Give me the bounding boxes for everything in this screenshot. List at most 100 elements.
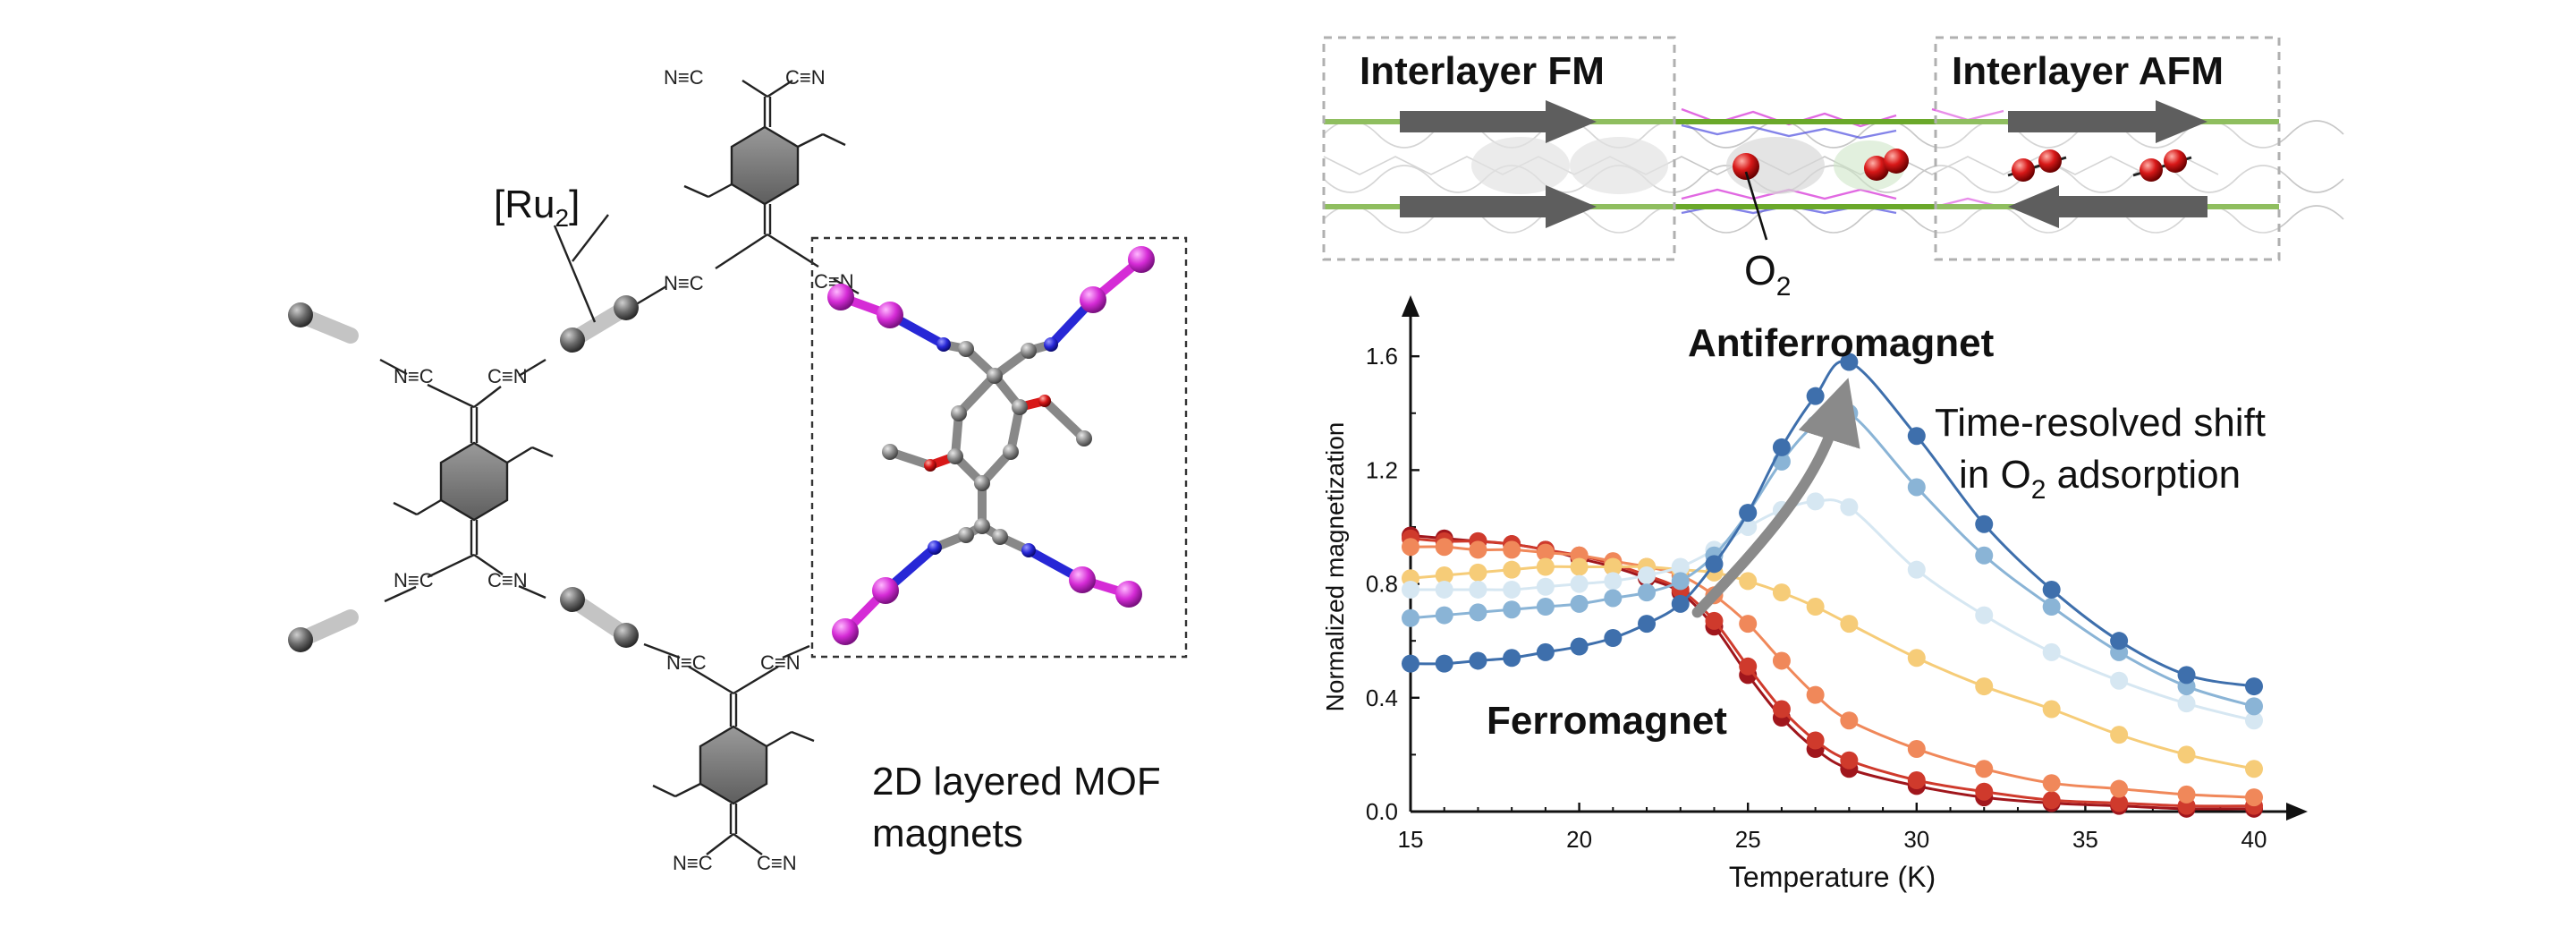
series-point [1671,594,1690,613]
series-point [2110,671,2129,690]
fm-label: Interlayer FM [1360,49,1605,93]
x-tick-label: 15 [1398,826,1424,853]
series-point [1772,438,1791,456]
cn-label-10: C≡N [760,651,801,674]
benzene-ring-middle [439,441,509,522]
y-tick-label: 0.4 [1366,685,1398,711]
series-point [1907,478,1926,497]
x-tick-label: 25 [1735,826,1761,853]
x-tick-label: 35 [2072,826,2098,853]
ru2-leader-line [553,225,597,323]
series-line [1410,534,2255,811]
mof-structure [379,79,860,855]
series-point [1638,566,1657,585]
series-point [1503,560,1521,579]
series-point [1840,711,1859,730]
x-axis-label: Temperature (K) [1729,861,1936,893]
series-point [1975,515,1994,533]
series-point [1806,492,1825,511]
cn-label-8: C≡N [487,569,528,591]
series-point [1469,540,1487,559]
series-point [2245,677,2263,696]
series-point [1975,606,1994,625]
series-point [1536,543,1555,562]
series-point [1739,504,1758,523]
series-point [1435,580,1453,599]
series-point [2042,580,2061,599]
fm-arrows [1400,100,1597,228]
series-point [1907,740,1926,759]
series-point [2177,694,2196,713]
series-point [1975,782,1994,801]
cn-label-2: C≡N [785,66,826,89]
series-point [1570,557,1589,576]
series-point [1469,563,1487,582]
series-point [2245,711,2263,730]
series-point [1604,589,1623,608]
series-point [1840,615,1859,634]
series-point [2110,632,2129,651]
series-point [1503,600,1521,619]
series-point [2042,700,2061,719]
benzene-ring-bottom [699,725,768,805]
cn-label-7: N≡C [394,569,434,591]
ru-atom [614,295,639,320]
series-point [1739,572,1758,591]
o2-leader-line [1744,171,1768,241]
cn-label-9: N≡C [666,651,707,674]
afm-label: Interlayer AFM [1952,49,2224,93]
series-point [2042,642,2061,661]
cn-label-6: C≡N [487,365,528,387]
ru-atom [614,623,639,648]
series-point [1705,611,1724,630]
x-axis-arrow [2286,803,2308,821]
o2-label: O2 [1744,247,1791,302]
ru-atom [560,327,585,353]
series-point [2042,791,2061,810]
series-point [2177,785,2196,804]
series-point [2110,794,2129,812]
unit-box [810,236,1188,659]
series-point [2177,745,2196,764]
ball-and-stick-model [827,246,1155,645]
series-point [1806,685,1825,704]
magnetization-chart: 15 20 25 30 35 40 0.0 0.4 0.8 1.2 1.6 Temperature (… [1321,295,2308,893]
series-point [1604,572,1623,591]
series-point [1402,608,1419,627]
series-point [1671,572,1690,591]
series-point [1638,583,1657,602]
x-tick-label: 30 [1903,826,1929,853]
series-point [1469,603,1487,622]
series-point [1840,498,1859,516]
series-point [1840,751,1859,770]
ru2-units [288,295,639,652]
series-point [2110,779,2129,798]
series-point [1435,566,1453,585]
ru-atom [288,627,313,652]
series-point [2042,598,2061,617]
series-point [1435,606,1453,625]
series-point [1402,580,1419,599]
series-point [1806,387,1825,405]
series-point [1503,649,1521,668]
series-point [1772,700,1791,719]
y-tick-label: 0.0 [1366,798,1398,825]
series-point [1739,657,1758,676]
series-point [2245,760,2263,778]
fm-box [1322,36,1676,261]
series-point [2110,726,2129,744]
x-tick-label: 20 [1566,826,1592,853]
chart-annotations: Antiferromagnet Ferromagnet Time-resolved … [1487,321,2266,743]
series-point [1907,771,1926,790]
cn-label-3: N≡C [664,272,704,294]
series-point [2177,666,2196,685]
afm-spin-arrow-top [2008,100,2207,143]
cn-label-5: N≡C [394,365,434,387]
series-point [1907,649,1926,668]
series-point [1402,538,1419,557]
series-point [1806,731,1825,750]
fm-spin-arrow-top [1400,100,1597,143]
series-point [1604,557,1623,576]
linker-bottom [652,665,815,855]
